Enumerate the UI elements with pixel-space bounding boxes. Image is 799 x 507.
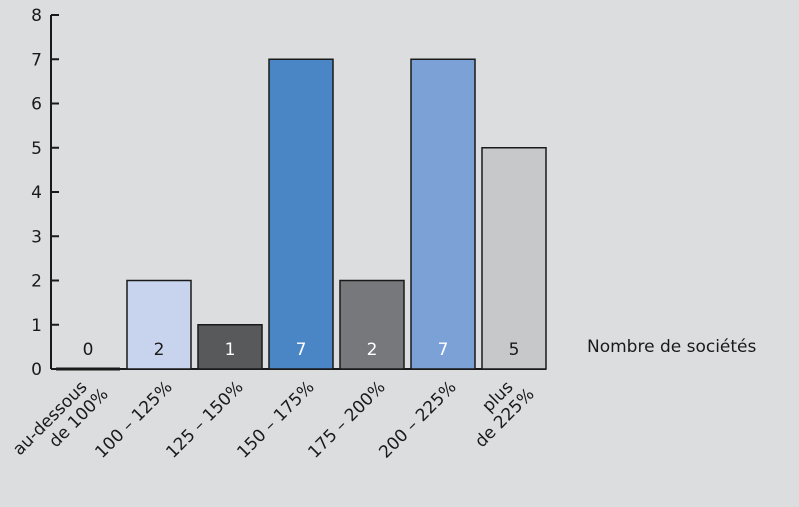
bar (481, 147, 547, 370)
bar (126, 279, 192, 370)
y-tick-label: 0 (31, 360, 42, 380)
category-label: au-dessousde 100% (9, 370, 112, 473)
y-tick-label: 6 (31, 95, 42, 115)
data-label: 5 (509, 340, 520, 360)
category-label: 200 – 225% (375, 377, 460, 462)
y-tick-label: 5 (31, 139, 42, 159)
data-label: 7 (296, 340, 307, 360)
data-label: 2 (367, 340, 378, 360)
category-label: plusde 225% (457, 370, 539, 452)
data-label: 0 (83, 340, 94, 360)
category-label-line: 200 – 225% (375, 377, 460, 462)
y-tick-label: 3 (31, 227, 42, 247)
bar (197, 324, 263, 370)
bar (268, 58, 334, 370)
y-tick-label: 1 (31, 316, 42, 336)
bars (56, 58, 547, 371)
y-tick-label: 4 (31, 183, 42, 203)
y-tick-label: 2 (31, 272, 42, 292)
category-labels: au-dessousde 100%100 – 125%125 – 150%150… (9, 370, 539, 473)
bar (410, 58, 476, 370)
y-tick-label: 7 (31, 50, 42, 70)
data-labels: 0 2 1 7 2 7 5 (83, 340, 520, 360)
bar (339, 279, 405, 370)
data-label: 1 (225, 340, 236, 360)
legend-note: Nombre de sociétés (587, 337, 757, 357)
y-tick-label: 8 (31, 6, 42, 26)
data-label: 2 (154, 340, 165, 360)
y-axis: 0 1 2 3 4 5 6 7 8 (31, 6, 59, 380)
data-label: 7 (438, 340, 449, 360)
